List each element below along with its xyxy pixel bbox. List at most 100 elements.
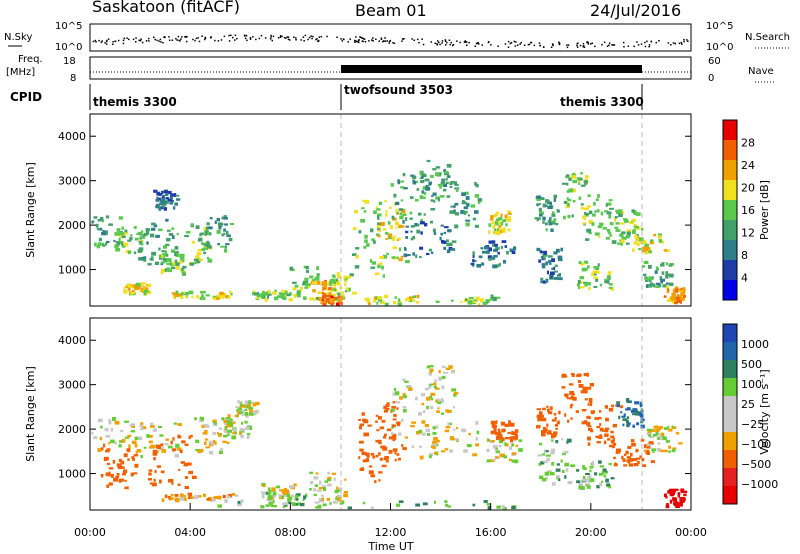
velocity-cell bbox=[643, 449, 647, 452]
power-cell bbox=[160, 206, 164, 210]
power-cell bbox=[418, 212, 422, 216]
power-cell bbox=[549, 216, 552, 221]
velocity-cell bbox=[333, 500, 338, 504]
velocity-cell bbox=[499, 439, 503, 444]
power-cell bbox=[340, 291, 344, 294]
velocity-cell bbox=[347, 506, 352, 510]
power-cell bbox=[465, 222, 470, 227]
velocity-ytick-label: 3000 bbox=[58, 379, 86, 392]
power-cell bbox=[263, 294, 266, 299]
velocity-cell bbox=[455, 438, 459, 441]
power-cell bbox=[363, 245, 367, 249]
power-cell bbox=[444, 170, 449, 174]
noise-point bbox=[533, 44, 536, 47]
velocity-cell bbox=[612, 445, 615, 449]
power-cell bbox=[392, 246, 397, 249]
power-cell bbox=[555, 223, 559, 226]
power-cell bbox=[416, 294, 420, 299]
velocity-patch bbox=[536, 405, 561, 439]
power-cell bbox=[150, 258, 154, 261]
noise-point bbox=[551, 43, 554, 45]
power-cell bbox=[166, 267, 170, 272]
velocity-cell bbox=[193, 496, 198, 500]
power-cell bbox=[143, 291, 147, 296]
power-cell bbox=[115, 241, 119, 244]
velocity-cell bbox=[429, 395, 433, 399]
velocity-cell bbox=[338, 487, 343, 492]
power-cell bbox=[545, 261, 549, 266]
velocity-cell bbox=[327, 483, 332, 487]
power-cell bbox=[580, 203, 584, 206]
velocity-cell bbox=[444, 429, 450, 433]
velocity-cell bbox=[309, 480, 314, 485]
power-cell bbox=[117, 243, 120, 246]
velocity-cell bbox=[594, 472, 598, 476]
velocity-cell bbox=[421, 432, 426, 436]
power-cell bbox=[385, 231, 389, 235]
velocity-cell bbox=[671, 426, 677, 429]
noise-point bbox=[168, 36, 170, 38]
power-cell bbox=[572, 179, 578, 184]
noise-point bbox=[180, 38, 182, 40]
velocity-cell bbox=[442, 365, 446, 368]
power-cell bbox=[143, 258, 147, 262]
power-cell bbox=[224, 249, 228, 253]
power-cell bbox=[322, 295, 325, 300]
power-cell bbox=[549, 203, 552, 207]
velocity-cell bbox=[437, 407, 440, 410]
velocity-cell bbox=[123, 453, 128, 458]
power-cell bbox=[329, 295, 334, 300]
power-cell bbox=[391, 215, 395, 220]
power-cell bbox=[336, 272, 340, 276]
velocity-cell bbox=[112, 417, 116, 421]
power-cell bbox=[345, 279, 348, 283]
power-cell bbox=[680, 297, 685, 301]
velocity-cell bbox=[490, 430, 496, 435]
power-cell bbox=[668, 264, 673, 267]
power-cell bbox=[150, 233, 155, 238]
velocity-cell bbox=[402, 392, 406, 397]
power-cell bbox=[219, 295, 225, 299]
power-cell bbox=[252, 291, 255, 296]
power-cell bbox=[394, 296, 397, 299]
velocity-cell bbox=[557, 420, 560, 424]
power-cell bbox=[375, 206, 379, 210]
power-cell bbox=[545, 278, 549, 283]
velocity-cell bbox=[571, 393, 575, 396]
power-cell bbox=[378, 298, 383, 302]
power-cell bbox=[581, 267, 587, 272]
power-cell bbox=[196, 259, 200, 264]
power-cell bbox=[344, 290, 348, 293]
power-cell bbox=[595, 198, 599, 201]
power-cell bbox=[642, 239, 646, 243]
velocity-cell bbox=[337, 498, 340, 502]
power-cell bbox=[444, 172, 449, 176]
velocity-cell bbox=[124, 420, 129, 423]
power-cell bbox=[223, 215, 227, 219]
velocity-cell bbox=[570, 395, 574, 400]
power-cell bbox=[91, 220, 95, 223]
power-cell bbox=[309, 297, 314, 301]
power-cell bbox=[609, 207, 614, 210]
velocity-cell bbox=[605, 429, 609, 433]
power-cell bbox=[661, 262, 665, 266]
velocity-cell bbox=[508, 458, 512, 462]
noise-point bbox=[177, 35, 180, 38]
power-cell bbox=[207, 226, 213, 230]
power-cell bbox=[377, 234, 381, 238]
power-cell bbox=[124, 243, 129, 247]
noise-right-label: N.Search bbox=[745, 32, 790, 43]
noise-point bbox=[98, 39, 100, 42]
power-cell bbox=[540, 277, 544, 281]
velocity-cell bbox=[403, 408, 407, 413]
velocity-cell bbox=[587, 425, 592, 428]
velocity-patch bbox=[223, 414, 253, 440]
velocity-cell bbox=[391, 424, 396, 428]
power-cell bbox=[205, 242, 211, 247]
power-cell bbox=[181, 292, 184, 296]
power-cell bbox=[556, 209, 559, 213]
noise-point bbox=[576, 44, 578, 47]
power-patch bbox=[123, 282, 152, 296]
power-cell bbox=[617, 242, 621, 245]
power-cell bbox=[428, 181, 432, 185]
